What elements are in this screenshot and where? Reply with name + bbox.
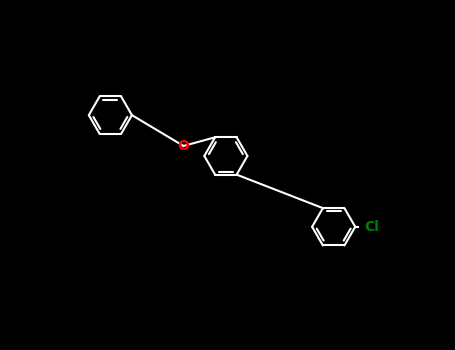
- Text: O: O: [177, 139, 189, 153]
- Text: Cl: Cl: [364, 220, 379, 234]
